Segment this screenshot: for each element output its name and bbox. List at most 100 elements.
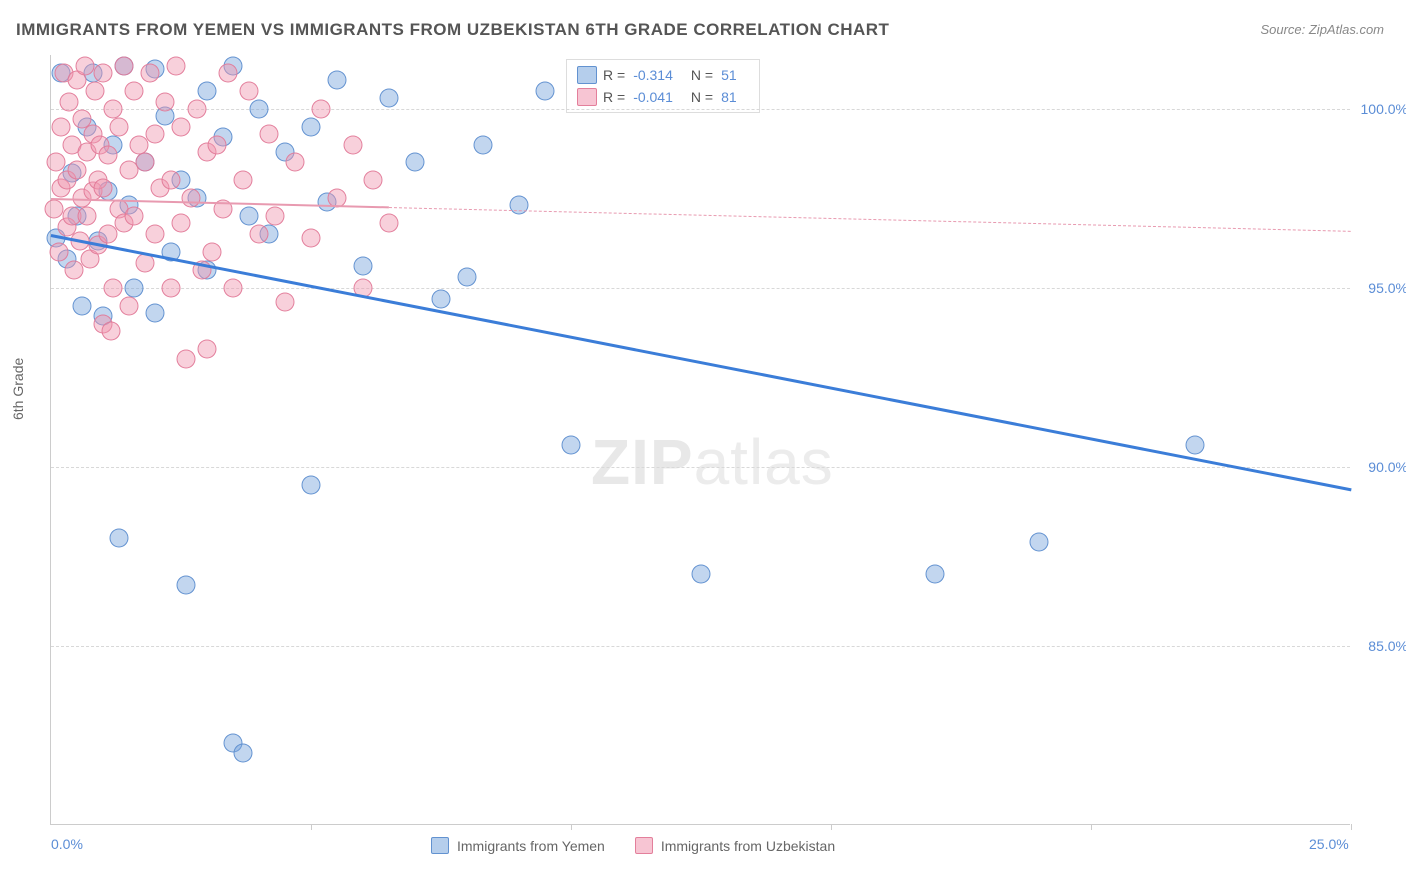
data-point <box>182 189 201 208</box>
data-point <box>562 436 581 455</box>
data-point <box>234 744 253 763</box>
data-point <box>406 153 425 172</box>
data-point <box>146 225 165 244</box>
data-point <box>60 92 79 111</box>
data-point <box>250 225 269 244</box>
n-value-yemen: 51 <box>721 67 737 83</box>
n-label: N = <box>691 89 713 105</box>
regression-line <box>389 207 1351 232</box>
watermark-thin: atlas <box>694 426 834 498</box>
data-point <box>239 207 258 226</box>
data-point <box>156 92 175 111</box>
xtick <box>571 824 572 830</box>
data-point <box>101 321 120 340</box>
chart-title: IMMIGRANTS FROM YEMEN VS IMMIGRANTS FROM… <box>16 20 889 40</box>
data-point <box>86 81 105 100</box>
n-label: N = <box>691 67 713 83</box>
data-point <box>265 207 284 226</box>
data-point <box>104 278 123 297</box>
ytick-label: 100.0% <box>1361 101 1406 117</box>
data-point <box>1030 533 1049 552</box>
data-point <box>172 117 191 136</box>
data-point <box>312 99 331 118</box>
gridline-h <box>51 109 1350 110</box>
data-point <box>177 350 196 369</box>
data-point <box>380 88 399 107</box>
data-point <box>120 296 139 315</box>
data-point <box>166 56 185 75</box>
data-point <box>44 200 63 219</box>
data-point <box>458 268 477 287</box>
xtick-label: 25.0% <box>1309 836 1349 852</box>
data-point <box>432 289 451 308</box>
swatch-blue-icon <box>431 837 449 854</box>
data-point <box>73 296 92 315</box>
data-point <box>302 475 321 494</box>
data-point <box>135 153 154 172</box>
data-point <box>286 153 305 172</box>
data-point <box>380 214 399 233</box>
n-value-uzbekistan: 81 <box>721 89 737 105</box>
data-point <box>125 278 144 297</box>
data-point <box>198 81 217 100</box>
data-point <box>140 63 159 82</box>
data-point <box>354 257 373 276</box>
data-point <box>234 171 253 190</box>
data-point <box>364 171 383 190</box>
ytick-label: 95.0% <box>1368 280 1406 296</box>
data-point <box>78 207 97 226</box>
gridline-h <box>51 646 1350 647</box>
swatch-blue-icon <box>577 66 597 84</box>
data-point <box>536 81 555 100</box>
data-point <box>198 339 217 358</box>
data-point <box>104 99 123 118</box>
data-point <box>75 56 94 75</box>
xtick <box>831 824 832 830</box>
r-value-yemen: -0.314 <box>633 67 673 83</box>
data-point <box>146 303 165 322</box>
data-point <box>94 63 113 82</box>
data-point <box>161 278 180 297</box>
data-point <box>177 576 196 595</box>
data-point <box>125 81 144 100</box>
data-point <box>343 135 362 154</box>
data-point <box>94 178 113 197</box>
data-point <box>239 81 258 100</box>
data-point <box>250 99 269 118</box>
watermark: ZIPatlas <box>591 425 834 499</box>
legend-label-uzbekistan: Immigrants from Uzbekistan <box>661 838 835 854</box>
r-label: R = <box>603 89 625 105</box>
data-point <box>187 99 206 118</box>
legend-label-yemen: Immigrants from Yemen <box>457 838 605 854</box>
data-point <box>49 242 68 261</box>
data-point <box>224 278 243 297</box>
series-legend: Immigrants from Yemen Immigrants from Uz… <box>431 837 835 854</box>
data-point <box>926 565 945 584</box>
ytick-label: 85.0% <box>1368 638 1406 654</box>
data-point <box>52 117 71 136</box>
data-point <box>172 214 191 233</box>
data-point <box>276 293 295 312</box>
r-label: R = <box>603 67 625 83</box>
data-point <box>302 228 321 247</box>
data-point <box>1186 436 1205 455</box>
data-point <box>109 117 128 136</box>
ytick-label: 90.0% <box>1368 459 1406 475</box>
r-value-uzbekistan: -0.041 <box>633 89 673 105</box>
data-point <box>99 146 118 165</box>
legend-item-uzbekistan: Immigrants from Uzbekistan <box>635 837 835 854</box>
gridline-h <box>51 288 1350 289</box>
data-point <box>510 196 529 215</box>
swatch-pink-icon <box>635 837 653 854</box>
y-axis-label: 6th Grade <box>10 358 26 420</box>
data-point <box>218 63 237 82</box>
data-point <box>68 160 87 179</box>
data-point <box>302 117 321 136</box>
xtick-label: 0.0% <box>51 836 83 852</box>
data-point <box>47 153 66 172</box>
source-label: Source: ZipAtlas.com <box>1260 22 1384 37</box>
correlation-legend: R = -0.314 N = 51 R = -0.041 N = 81 <box>566 59 760 113</box>
data-point <box>146 124 165 143</box>
data-point <box>109 529 128 548</box>
swatch-pink-icon <box>577 88 597 106</box>
